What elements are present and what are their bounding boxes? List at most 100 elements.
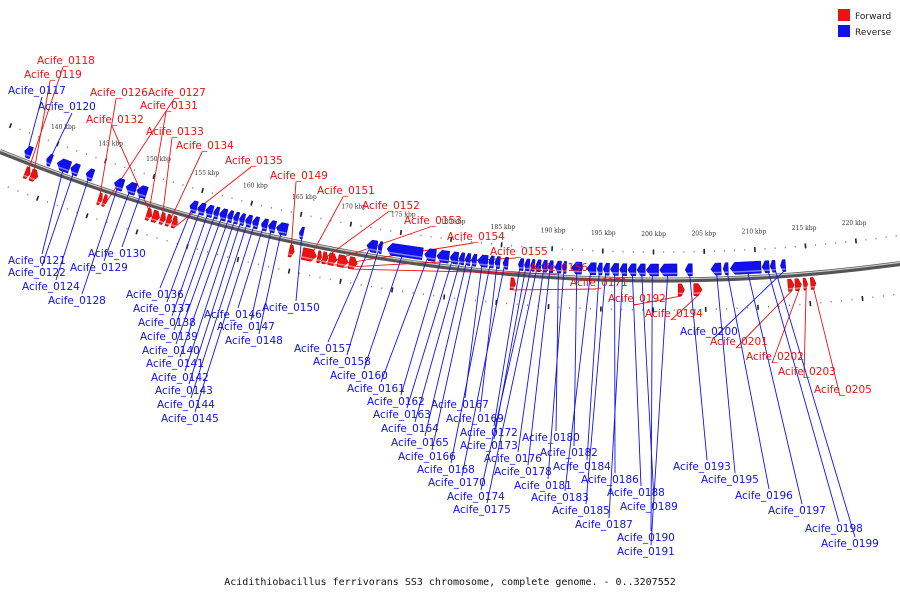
gene-Acife_0162[interactable]: [436, 250, 450, 264]
label-Acife_0140[interactable]: Acife_0140: [142, 345, 200, 357]
gene-Acife_0190[interactable]: [645, 263, 659, 277]
gene-Acife_0169[interactable]: [494, 256, 501, 269]
label-Acife_0166[interactable]: Acife_0166: [398, 451, 456, 463]
label-Acife_0152[interactable]: Acife_0152: [362, 200, 420, 212]
gene-Acife_0149[interactable]: [287, 244, 295, 258]
label-Acife_0162[interactable]: Acife_0162: [367, 396, 425, 408]
gene-Acife_0142[interactable]: [233, 211, 241, 225]
label-Acife_0180[interactable]: Acife_0180: [522, 432, 580, 444]
gene-Acife_0182[interactable]: [571, 261, 583, 275]
label-Acife_0149[interactable]: Acife_0149: [270, 170, 328, 182]
label-Acife_0171[interactable]: Acife_0171: [570, 277, 628, 289]
label-Acife_0130[interactable]: Acife_0130: [88, 248, 146, 260]
gene-Acife_0172[interactable]: [518, 258, 525, 271]
gene-Acife_0167[interactable]: [477, 254, 489, 268]
label-Acife_0143[interactable]: Acife_0143: [155, 385, 213, 397]
gene-Acife_0124[interactable]: [85, 168, 96, 182]
gene-Acife_0194[interactable]: [693, 283, 703, 296]
label-Acife_0145[interactable]: Acife_0145: [161, 413, 219, 425]
gene-Acife_0185[interactable]: [602, 262, 610, 276]
label-Acife_0195[interactable]: Acife_0195: [701, 474, 759, 486]
label-Acife_0146[interactable]: Acife_0146: [204, 309, 262, 321]
label-Acife_0144[interactable]: Acife_0144: [157, 399, 215, 411]
gene-Acife_0148[interactable]: [276, 222, 289, 237]
label-Acife_0176[interactable]: Acife_0176: [484, 453, 542, 465]
label-Acife_0151[interactable]: Acife_0151: [317, 185, 375, 197]
gene-Acife_0135[interactable]: [170, 215, 178, 229]
gene-Acife_0200[interactable]: [780, 259, 787, 272]
gene-Acife_0139[interactable]: [213, 206, 221, 220]
label-Acife_0187[interactable]: Acife_0187: [575, 519, 633, 531]
gene-Acife_0189[interactable]: [636, 263, 646, 277]
label-Acife_0168[interactable]: Acife_0168: [417, 464, 475, 476]
label-Acife_0189[interactable]: Acife_0189: [620, 501, 678, 513]
gene-Acife_0161[interactable]: [424, 248, 437, 262]
gene-Acife_0166[interactable]: [471, 253, 478, 267]
gene-Acife_0171[interactable]: [509, 277, 516, 291]
label-Acife_0181[interactable]: Acife_0181: [514, 480, 572, 492]
gene-Acife_0118[interactable]: [22, 166, 31, 180]
label-Acife_0169[interactable]: Acife_0169: [446, 413, 504, 425]
gene-Acife_0178[interactable]: [547, 260, 554, 273]
label-Acife_0120[interactable]: Acife_0120: [38, 101, 96, 113]
gene-Acife_0152[interactable]: [316, 250, 322, 264]
gene-Acife_0174[interactable]: [530, 259, 536, 272]
label-Acife_0132[interactable]: Acife_0132: [86, 114, 144, 126]
gene-Acife_0130[interactable]: [136, 185, 149, 200]
gene-Acife_0140[interactable]: [219, 208, 229, 222]
gene-Acife_0203[interactable]: [802, 277, 808, 291]
gene-Acife_0158[interactable]: [377, 241, 384, 254]
label-Acife_0134[interactable]: Acife_0134: [176, 140, 234, 152]
label-Acife_0153[interactable]: Acife_0153: [404, 215, 462, 227]
gene-Acife_0191[interactable]: [659, 263, 678, 277]
label-Acife_0150[interactable]: Acife_0150: [262, 302, 320, 314]
gene-Acife_0160[interactable]: [386, 243, 424, 261]
label-Acife_0163[interactable]: Acife_0163: [373, 409, 431, 421]
label-Acife_0135[interactable]: Acife_0135: [225, 155, 283, 167]
gene-Acife_0150[interactable]: [299, 226, 305, 240]
label-Acife_0137[interactable]: Acife_0137: [133, 303, 191, 315]
label-Acife_0121[interactable]: Acife_0121: [8, 255, 66, 267]
gene-Acife_0127[interactable]: [101, 194, 108, 207]
gene-Acife_0153[interactable]: [321, 251, 329, 265]
gene-Acife_0168[interactable]: [488, 255, 495, 269]
gene-Acife_0132[interactable]: [150, 209, 160, 223]
label-Acife_0139[interactable]: Acife_0139: [140, 331, 198, 343]
label-Acife_0194[interactable]: Acife_0194: [645, 308, 703, 320]
label-Acife_0201[interactable]: Acife_0201: [710, 336, 768, 348]
label-Acife_0118[interactable]: Acife_0118: [37, 55, 95, 67]
gene-Acife_0198[interactable]: [761, 260, 770, 274]
gene-Acife_0199[interactable]: [769, 259, 776, 273]
gene-Acife_0186[interactable]: [610, 263, 619, 276]
label-Acife_0178[interactable]: Acife_0178: [494, 466, 552, 478]
gene-Acife_0180[interactable]: [554, 260, 562, 274]
label-Acife_0205[interactable]: Acife_0205: [814, 384, 872, 396]
gene-Acife_0128[interactable]: [114, 178, 126, 192]
label-Acife_0129[interactable]: Acife_0129: [70, 262, 128, 274]
label-Acife_0197[interactable]: Acife_0197: [768, 505, 826, 517]
gene-Acife_0181[interactable]: [562, 261, 567, 274]
label-Acife_0172[interactable]: Acife_0172: [460, 427, 518, 439]
label-Acife_0167[interactable]: Acife_0167: [431, 399, 489, 411]
label-Acife_0156[interactable]: Acife_0156: [530, 262, 588, 274]
label-Acife_0203[interactable]: Acife_0203: [778, 366, 836, 378]
label-Acife_0164[interactable]: Acife_0164: [381, 423, 439, 435]
gene-Acife_0147[interactable]: [268, 220, 277, 234]
label-Acife_0126[interactable]: Acife_0126: [90, 87, 148, 99]
gene-Acife_0170[interactable]: [502, 256, 509, 270]
label-Acife_0199[interactable]: Acife_0199: [821, 538, 879, 550]
label-Acife_0158[interactable]: Acife_0158: [313, 356, 371, 368]
gene-Acife_0122[interactable]: [70, 163, 81, 177]
label-Acife_0182[interactable]: Acife_0182: [540, 447, 598, 459]
gene-Acife_0138[interactable]: [205, 204, 215, 218]
label-Acife_0202[interactable]: Acife_0202: [746, 351, 804, 363]
gene-Acife_0164[interactable]: [458, 252, 466, 266]
gene-Acife_0188[interactable]: [627, 263, 637, 277]
gene-Acife_0154[interactable]: [327, 252, 338, 266]
label-Acife_0117[interactable]: Acife_0117: [8, 85, 66, 97]
gene-Acife_0156[interactable]: [347, 256, 358, 270]
label-Acife_0128[interactable]: Acife_0128: [48, 295, 106, 307]
label-Acife_0165[interactable]: Acife_0165: [391, 437, 449, 449]
gene-Acife_0141[interactable]: [227, 210, 235, 224]
gene-Acife_0187[interactable]: [619, 263, 628, 276]
